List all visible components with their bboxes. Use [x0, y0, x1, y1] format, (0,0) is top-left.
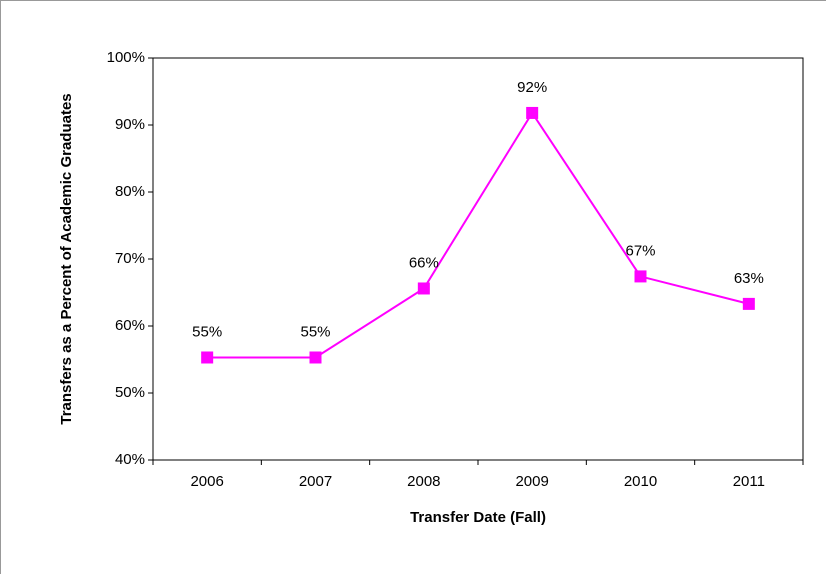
x-tick-label: 2006 — [190, 473, 223, 490]
y-tick-label: 70% — [115, 250, 145, 267]
y-tick-label: 80% — [115, 183, 145, 200]
x-tick-label: 2010 — [624, 473, 657, 490]
y-tick-label: 40% — [115, 451, 145, 468]
data-label: 92% — [517, 79, 547, 96]
y-tick-label: 50% — [115, 384, 145, 401]
marker — [742, 297, 755, 310]
y-tick-label: 90% — [115, 116, 145, 133]
marker — [201, 351, 214, 364]
marker — [417, 282, 430, 295]
marker — [634, 270, 647, 283]
x-tick-label: 2011 — [733, 473, 765, 490]
x-axis-title: Transfer Date (Fall) — [410, 509, 546, 526]
marker — [526, 106, 539, 119]
data-label: 67% — [625, 242, 655, 259]
plot-area — [152, 57, 804, 461]
data-label: 55% — [300, 323, 330, 340]
x-tick-label: 2007 — [299, 473, 332, 490]
data-label: 63% — [734, 270, 764, 287]
series-line — [207, 111, 750, 359]
marker — [309, 351, 322, 364]
y-tick-label: 60% — [115, 317, 145, 334]
x-tick-label: 2008 — [407, 473, 440, 490]
y-axis-title: Transfers as a Percent of Academic Gradu… — [58, 93, 75, 424]
y-tick-label: 100% — [107, 49, 145, 66]
x-tick-label: 2009 — [515, 473, 548, 490]
data-label: 55% — [192, 323, 222, 340]
data-label: 66% — [409, 254, 439, 271]
